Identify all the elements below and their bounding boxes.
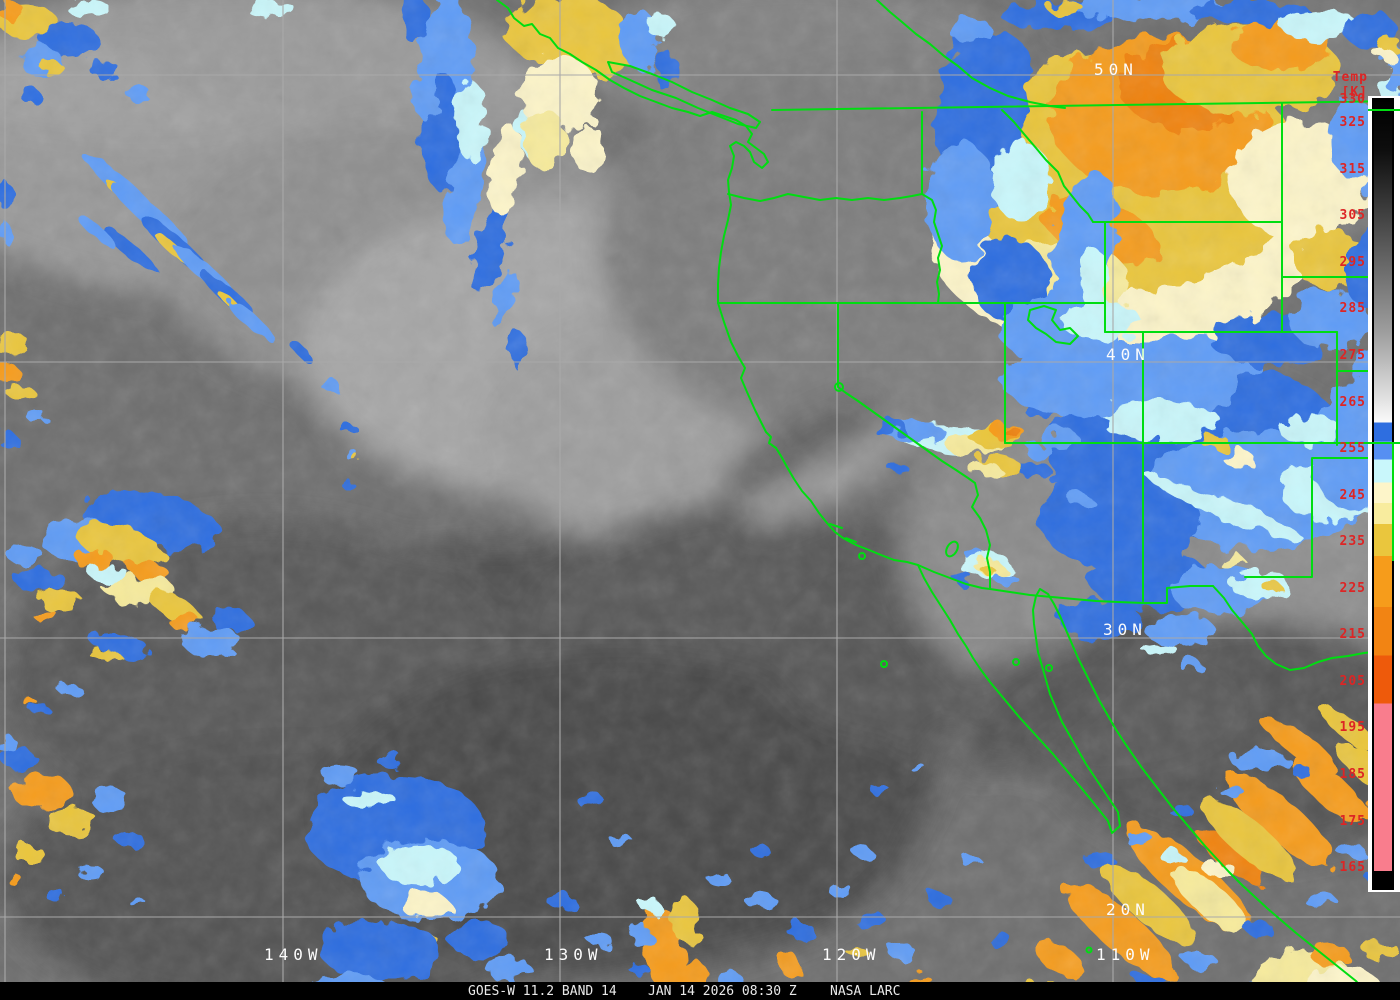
grid-label-lat-20N: 20N — [1106, 900, 1150, 919]
wa-or-border — [727, 193, 923, 202]
island-1 — [858, 552, 866, 560]
colorbar-gradient — [1372, 98, 1394, 890]
colorbar-tick-185: 185 — [1339, 766, 1366, 782]
grid-label-lat-50N: 50N — [1094, 60, 1138, 79]
colorbar-tick-265: 265 — [1339, 394, 1366, 410]
grid-label-lon-120W: 120W — [822, 945, 881, 964]
us-mexico-border — [917, 564, 1214, 604]
ca-nv-border — [837, 302, 991, 590]
lake-tahoe — [834, 382, 844, 392]
island-dot — [1085, 946, 1093, 954]
bc-coast — [496, 0, 769, 193]
caption-credit: NASA LARC — [830, 984, 901, 999]
colorbar-tick-205: 205 — [1339, 673, 1366, 689]
grid-label-lon-110W: 110W — [1096, 945, 1155, 964]
caption-datetime: JAN 14 2026 08:30 Z — [648, 984, 797, 999]
grid-label-lat-40N: 40N — [1106, 345, 1150, 364]
grid-label-lat-30N: 30N — [1103, 620, 1147, 639]
colorbar-tick-225: 225 — [1339, 580, 1366, 596]
border-over-colorbar-2 — [1368, 442, 1400, 444]
caption-satellite: GOES-W 11.2 BAND 14 — [468, 984, 617, 999]
ca-coast — [717, 302, 919, 566]
colorbar-tick-330: 330 — [1339, 92, 1366, 107]
colorbar-tick-165: 165 — [1339, 860, 1366, 876]
colorbar-title: Temp [K] — [1332, 70, 1368, 100]
great-salt-lake — [1027, 305, 1079, 345]
colorbar-tick-275: 275 — [1339, 348, 1366, 364]
baja-and-gulf-coast — [917, 564, 1365, 991]
vancouver-island — [607, 61, 761, 129]
or-id-border — [921, 193, 943, 304]
colorbar-tick-175: 175 — [1339, 813, 1366, 829]
colorbar-tick-235: 235 — [1339, 534, 1366, 550]
colorbar-tick-305: 305 — [1339, 208, 1366, 224]
island-guadalupe — [880, 660, 888, 668]
island-tiburon — [1012, 658, 1020, 666]
canada-border — [771, 100, 1400, 111]
island-angel — [1045, 664, 1053, 672]
id-mt-border — [1001, 109, 1094, 223]
or-coast — [717, 191, 732, 304]
colorbar-tick-325: 325 — [1339, 115, 1366, 131]
colorbar-tick-285: 285 — [1339, 301, 1366, 317]
caption-bar: GOES-W 11.2 BAND 14 JAN 14 2026 08:30 Z … — [0, 982, 1400, 1000]
colorbar-tick-255: 255 — [1339, 441, 1366, 457]
coastline-and-borders — [496, 0, 1400, 991]
grid-label-lon-140W: 140W — [264, 945, 323, 964]
colorbar-tick-295: 295 — [1339, 254, 1366, 270]
border-over-colorbar-1 — [1368, 109, 1400, 111]
tx-panhandle — [1244, 457, 1400, 578]
colorbar-tick-215: 215 — [1339, 627, 1366, 643]
colorbar-tick-315: 315 — [1339, 161, 1366, 177]
channel-islands — [829, 523, 857, 543]
colorbar-tick-195: 195 — [1339, 720, 1366, 736]
temperature-colorbar — [1368, 96, 1400, 892]
bc-alberta-border — [876, 0, 1066, 109]
rio-grande — [1212, 585, 1400, 671]
colorbar-tick-245: 245 — [1339, 487, 1366, 503]
border-over-colorbar-3 — [1392, 443, 1394, 561]
grid-label-lon-130W: 130W — [544, 945, 603, 964]
salton-sea — [945, 540, 959, 558]
